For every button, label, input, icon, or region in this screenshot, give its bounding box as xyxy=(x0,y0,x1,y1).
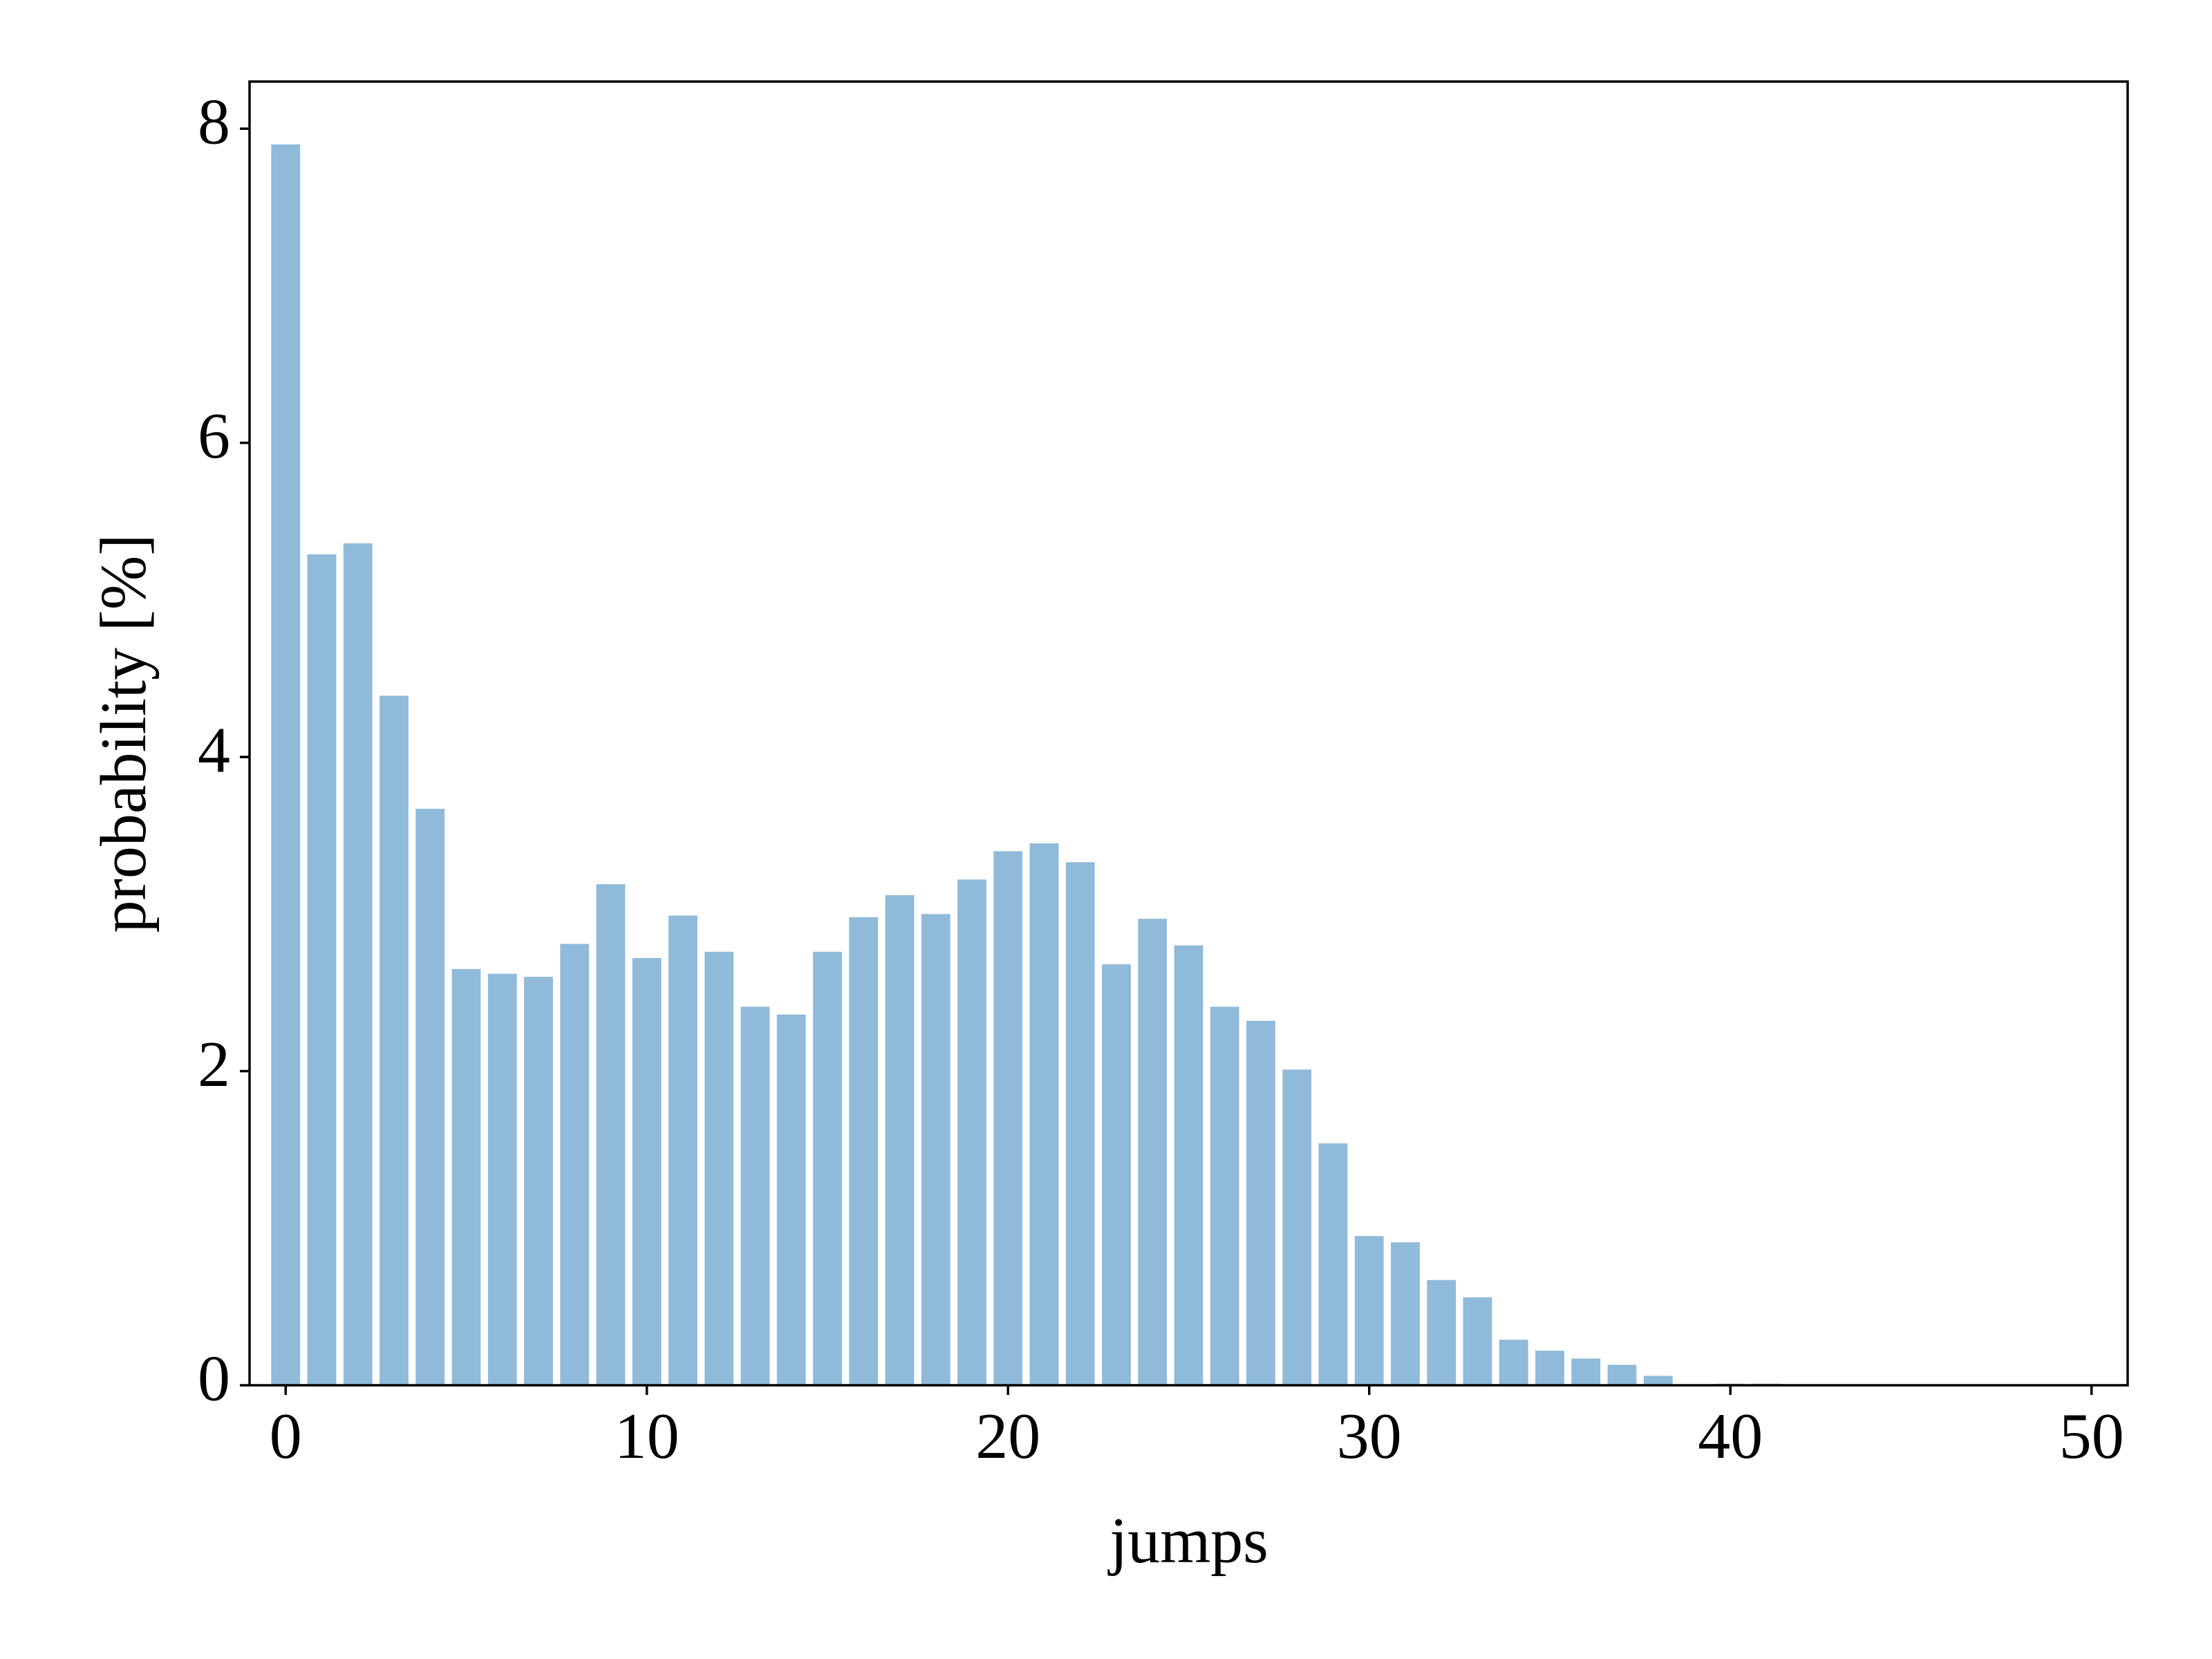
x-axis-label: jumps xyxy=(1107,1505,1268,1577)
bar xyxy=(1643,1376,1673,1385)
bar xyxy=(704,951,734,1385)
bar xyxy=(307,554,337,1386)
bar xyxy=(1427,1280,1456,1385)
y-tick-label: 8 xyxy=(198,86,230,158)
bar xyxy=(957,879,986,1385)
bar xyxy=(1246,1020,1275,1385)
plot-frame xyxy=(248,80,2129,1387)
y-tick-label: 4 xyxy=(198,715,230,787)
bar xyxy=(1282,1069,1312,1385)
bar xyxy=(740,1006,770,1385)
y-axis-label: probability [%] xyxy=(88,534,160,933)
bar xyxy=(487,973,517,1385)
bar xyxy=(451,968,481,1385)
x-tick-label: 10 xyxy=(615,1400,679,1472)
bar xyxy=(1029,843,1059,1385)
bar xyxy=(1535,1351,1564,1385)
bar xyxy=(1318,1143,1348,1385)
bar xyxy=(1354,1236,1384,1385)
bar xyxy=(1499,1340,1528,1385)
y-tick-label: 0 xyxy=(198,1343,230,1415)
bar xyxy=(1210,1006,1239,1385)
bar xyxy=(632,957,662,1385)
bar xyxy=(379,695,409,1385)
bar xyxy=(921,914,950,1385)
bar xyxy=(849,917,879,1385)
bar xyxy=(776,1014,806,1385)
bar xyxy=(885,895,915,1385)
bar xyxy=(1065,862,1095,1385)
y-tick-label: 2 xyxy=(198,1029,230,1100)
bar xyxy=(560,944,590,1385)
x-tick-label: 0 xyxy=(270,1400,302,1472)
bar xyxy=(993,851,1023,1385)
bar xyxy=(1391,1242,1420,1385)
x-tick-label: 50 xyxy=(2059,1400,2124,1472)
bar xyxy=(813,951,842,1385)
bar xyxy=(1138,919,1168,1385)
bar xyxy=(668,915,697,1385)
bar xyxy=(1102,964,1131,1385)
y-tick-label: 6 xyxy=(198,400,230,472)
x-tick-label: 30 xyxy=(1337,1400,1402,1472)
bar xyxy=(1571,1358,1601,1385)
bar xyxy=(1463,1297,1492,1385)
bar xyxy=(1174,945,1203,1385)
bar xyxy=(1607,1365,1637,1385)
x-tick-label: 40 xyxy=(1698,1400,1763,1472)
bar xyxy=(343,543,373,1386)
x-tick-label: 20 xyxy=(975,1400,1040,1472)
bar xyxy=(415,809,445,1385)
bar xyxy=(596,884,626,1385)
bar xyxy=(524,977,553,1385)
bar xyxy=(271,144,301,1385)
